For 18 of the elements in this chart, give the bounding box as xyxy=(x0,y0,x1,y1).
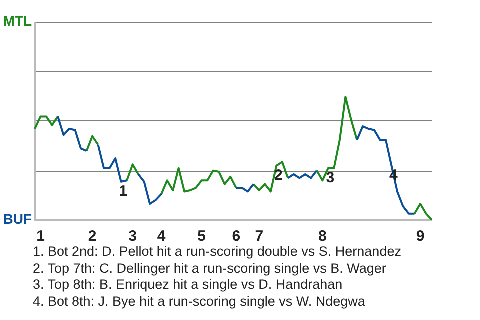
x-tick-label: 9 xyxy=(416,228,425,246)
x-tick-label: 5 xyxy=(198,228,206,246)
x-tick-label: 2 xyxy=(88,228,97,246)
x-tick-label: 6 xyxy=(232,228,241,246)
x-tick-label: 1 xyxy=(36,228,45,246)
x-tick-label: 4 xyxy=(157,228,166,246)
x-tick-label: 8 xyxy=(318,228,327,246)
annotation: 3 xyxy=(326,169,335,186)
text: 3. Top 8th: B. Enriquez hit a single vs D. Handrahan xyxy=(33,277,344,294)
annotation: 1 xyxy=(119,183,128,200)
text: 1. Bot 2nd: D. Pellot hit a run-scoring double vs S. Hernandez xyxy=(33,244,402,260)
x-tick-label: 7 xyxy=(255,228,264,246)
x-tick-label: 3 xyxy=(128,228,137,246)
text: 4. Bot 8th: J. Bye hit a run-scoring single vs W. Ndegwa xyxy=(33,294,366,310)
annotation: 2 xyxy=(274,167,283,184)
text: BUF xyxy=(3,210,32,227)
text: 2. Top 7th: C. Dellinger hit a run-scoring single vs B. Wager xyxy=(33,260,388,277)
text: MTL xyxy=(3,12,32,29)
